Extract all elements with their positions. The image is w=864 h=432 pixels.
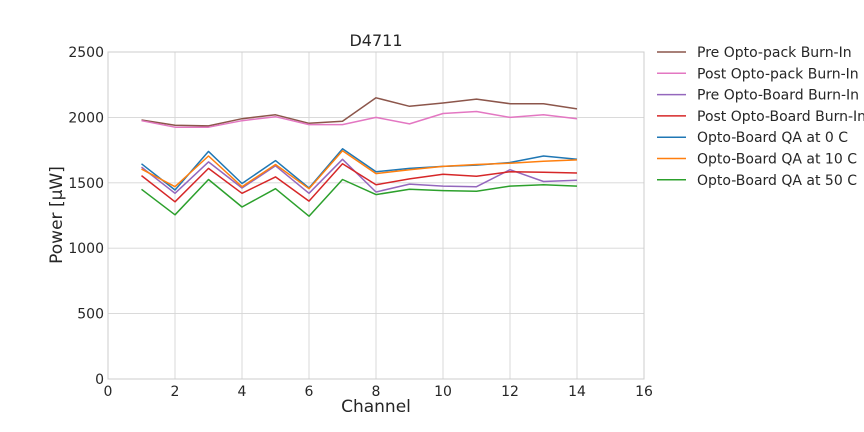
legend-entry: Opto-Board QA at 0 C <box>697 130 848 146</box>
legend-entry: Opto-Board QA at 10 C <box>697 152 857 168</box>
y-tick-label: 1000 <box>68 241 104 257</box>
plot-frame <box>107 51 645 380</box>
legend-entry: Post Opto-pack Burn-In <box>697 66 859 82</box>
y-tick-label: 1500 <box>68 176 104 192</box>
legend: Pre Opto-pack Burn-In Post Opto-pack Burn… <box>657 45 864 189</box>
y-tick-label: 2500 <box>68 45 104 61</box>
series-line <box>141 110 578 128</box>
y-tick-label: 0 <box>95 372 104 388</box>
x-tick-label: 12 <box>501 384 519 400</box>
y-tick-labels: 0 500 1000 1500 2000 2500 <box>68 45 104 388</box>
series-line <box>141 97 578 127</box>
chart-title: D4711 <box>349 31 402 50</box>
x-tick-label: 2 <box>171 384 180 400</box>
legend-entry: Post Opto-Board Burn-In <box>697 109 864 125</box>
x-tick-label: 6 <box>305 384 314 400</box>
x-tick-label: 10 <box>434 384 452 400</box>
y-axis-label: Power [μW] <box>47 166 67 264</box>
series-line <box>141 163 578 203</box>
x-tick-label: 16 <box>635 384 653 400</box>
legend-entry: Opto-Board QA at 50 C <box>697 173 857 189</box>
legend-entry: Pre Opto-Board Burn-In <box>697 88 859 104</box>
x-tick-label: 8 <box>372 384 381 400</box>
y-tick-label: 2000 <box>68 110 104 126</box>
series-line <box>141 158 578 195</box>
x-tick-labels: 0 2 4 6 8 10 12 14 16 <box>104 384 653 400</box>
y-tick-label: 500 <box>77 307 104 323</box>
x-axis-label: Channel <box>341 397 411 417</box>
x-tick-label: 0 <box>104 384 113 400</box>
legend-entry: Pre Opto-pack Burn-In <box>697 45 852 61</box>
series-line <box>141 178 578 217</box>
grid-lines <box>107 51 645 380</box>
x-tick-label: 4 <box>238 384 247 400</box>
series-lines <box>141 97 578 217</box>
x-tick-label: 14 <box>568 384 586 400</box>
series-line <box>141 150 578 190</box>
